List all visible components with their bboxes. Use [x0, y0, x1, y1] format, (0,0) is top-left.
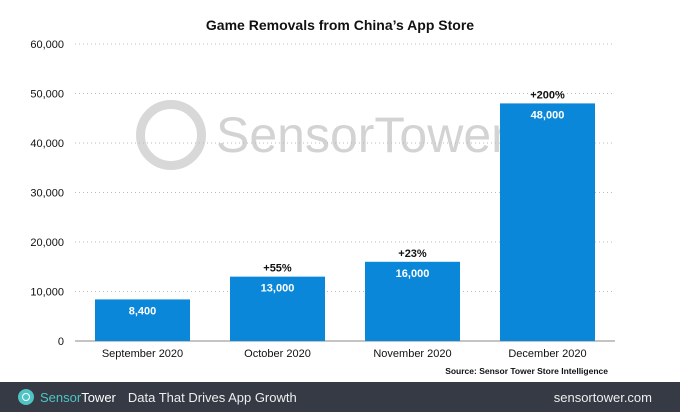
footer-logo: Sensor Tower: [18, 389, 116, 405]
chart-title: Game Removals from China’s App Store: [205, 17, 475, 33]
x-tick-label: November 2020: [373, 348, 451, 360]
change-label: +200%: [530, 89, 565, 101]
bar-chart: 0 10,000 20,000 30,000 40,000 50,000 60,000 8,4…: [30, 39, 615, 360]
bar-value-label: 48,000: [531, 109, 565, 121]
y-tick-label: 60,000: [30, 39, 64, 51]
brand-tower: Tower: [81, 389, 116, 405]
bar: [95, 299, 190, 341]
y-tick-label: 40,000: [30, 138, 64, 150]
y-tick-label: 0: [58, 336, 64, 348]
x-tick-label: December 2020: [508, 348, 586, 360]
bar-value-label: 8,400: [129, 305, 157, 317]
y-tick-label: 30,000: [30, 188, 64, 200]
change-label: +55%: [263, 263, 292, 275]
source-note: Source: Sensor Tower Store Intelligence: [445, 366, 608, 376]
brand-sensor: Sensor: [40, 389, 82, 405]
y-tick-label: 50,000: [30, 89, 64, 101]
bar-value-label: 16,000: [396, 268, 430, 280]
x-tick-label: September 2020: [102, 348, 183, 360]
footer-tagline: Data That Drives App Growth: [127, 389, 297, 405]
change-label: +23%: [398, 248, 427, 260]
x-tick-label: October 2020: [244, 348, 311, 360]
sensortower-logo-icon: [18, 389, 34, 405]
bar: [230, 276, 325, 341]
bar: [500, 103, 595, 342]
y-tick-label: 20,000: [30, 237, 64, 249]
y-tick-label: 10,000: [30, 287, 64, 299]
bar-value-label: 13,000: [261, 283, 295, 295]
footer-bar: Sensor Tower Data That Drives App Growth …: [0, 382, 680, 412]
footer-site-link[interactable]: sensortower.com: [553, 389, 652, 405]
bar: [365, 261, 460, 341]
